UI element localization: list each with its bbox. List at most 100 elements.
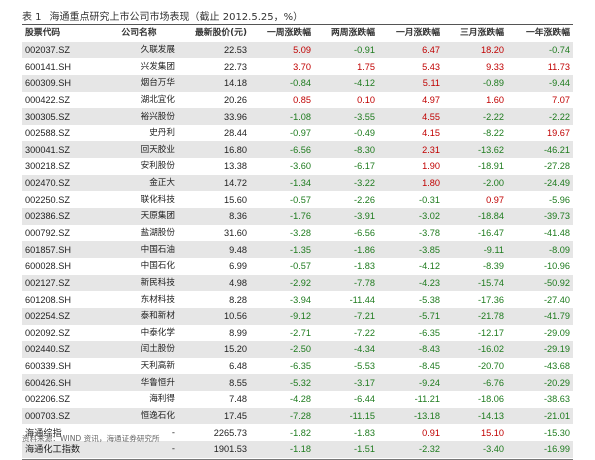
cell-three-month-change: 1.60 [443, 91, 507, 109]
cell-three-month-change: 18.20 [443, 41, 507, 59]
cell-year-change: -50.92 [507, 274, 573, 292]
cell-year-change: 11.73 [507, 58, 573, 75]
cell-year-change: -15.30 [507, 424, 573, 442]
cell-week-change: -3.28 [250, 224, 314, 242]
cell-two-week-change: -7.22 [314, 324, 378, 342]
cell-company-name: 烟台万华 [100, 74, 178, 92]
cell-stock-code: 002470.SZ [22, 174, 100, 192]
cell-month-change: -8.43 [378, 341, 443, 358]
cell-two-week-change: -3.55 [314, 108, 378, 125]
cell-stock-code: 600028.SH [22, 257, 100, 275]
cell-latest-price: 6.48 [178, 357, 250, 375]
cell-stock-code: 002127.SZ [22, 274, 100, 292]
cell-three-month-change: -18.84 [443, 208, 507, 225]
table-row: 002206.SZ 海利得 7.48 -4.28 -6.44 -11.21 -18.06 -3… [22, 391, 573, 408]
cell-week-change: -0.57 [250, 257, 314, 275]
cell-company-name: 兴发集团 [100, 58, 178, 75]
cell-stock-code: 000703.SZ [22, 407, 100, 425]
cell-stock-code: 002588.SZ [22, 124, 100, 142]
cell-two-week-change: -3.17 [314, 374, 378, 392]
cell-year-change: -5.96 [507, 191, 573, 209]
cell-latest-price: 8.99 [178, 324, 250, 342]
header-row: 股票代码 公司名称 最新股价(元) 一周涨跌幅 两周涨跌幅 一月涨跌幅 三月涨跌… [22, 25, 573, 42]
cell-week-change: -9.12 [250, 307, 314, 325]
cell-two-week-change: 0.10 [314, 91, 378, 109]
cell-three-month-change: 9.33 [443, 58, 507, 75]
cell-company-name: 联化科技 [100, 191, 178, 209]
cell-year-change: -27.28 [507, 158, 573, 175]
cell-company-name: 安利股份 [100, 158, 178, 175]
cell-year-change: -24.49 [507, 174, 573, 192]
cell-three-month-change: -18.91 [443, 158, 507, 175]
cell-latest-price: 8.55 [178, 374, 250, 392]
cell-three-month-change: -17.36 [443, 291, 507, 308]
cell-stock-code: 601857.SH [22, 241, 100, 258]
cell-three-month-change: 15.10 [443, 424, 507, 442]
table-row: 002386.SZ 天原集团 8.36 -1.76 -3.91 -3.02 -18.84 -3… [22, 208, 573, 225]
cell-latest-price: 2265.73 [178, 424, 250, 442]
cell-week-change: -2.50 [250, 341, 314, 358]
cell-three-month-change: -14.13 [443, 407, 507, 425]
cell-month-change: -5.71 [378, 307, 443, 325]
cell-year-change: -21.01 [507, 407, 573, 425]
cell-two-week-change: -1.86 [314, 241, 378, 258]
cell-company-name: 海利得 [100, 391, 178, 408]
cell-week-change: 5.09 [250, 41, 314, 59]
cell-stock-code: 300041.SZ [22, 141, 100, 159]
source-note: 资料来源：WIND 资讯，海通证券研究所 [22, 434, 160, 443]
table-row: 002588.SZ 史丹利 28.44 -0.97 -0.49 4.15 -8.22 19.6… [22, 124, 573, 142]
cell-month-change: 1.90 [378, 158, 443, 175]
cell-two-week-change: -6.17 [314, 158, 378, 175]
cell-company-name: 裕兴股份 [100, 108, 178, 125]
cell-two-week-change: -2.26 [314, 191, 378, 209]
cell-week-change: -1.18 [250, 441, 314, 458]
table-row: 601857.SH 中国石油 9.48 -1.35 -1.86 -3.85 -9.11 -8.… [22, 241, 573, 258]
table-row: 600141.SH 兴发集团 22.73 3.70 1.75 5.43 9.33 11.73 [22, 58, 573, 75]
cell-stock-code: 002386.SZ [22, 208, 100, 225]
cell-month-change: 5.43 [378, 58, 443, 75]
table-row: 002037.SZ 久联发展 22.53 5.09 -0.91 6.47 18.20 -0.7… [22, 41, 573, 59]
cell-company-name: 华鲁恒升 [100, 374, 178, 392]
cell-latest-price: 33.96 [178, 108, 250, 125]
cell-three-month-change: -9.11 [443, 241, 507, 258]
header-month-change: 一月涨跌幅 [378, 25, 443, 42]
cell-two-week-change: -0.49 [314, 124, 378, 142]
cell-week-change: -1.76 [250, 208, 314, 225]
cell-stock-code: 300305.SZ [22, 108, 100, 125]
cell-week-change: -1.82 [250, 424, 314, 442]
cell-company-name: 中国石化 [100, 257, 178, 275]
cell-latest-price: 20.26 [178, 91, 250, 109]
cell-month-change: 4.55 [378, 108, 443, 125]
header-three-month-change: 三月涨跌幅 [443, 25, 507, 42]
cell-year-change: -39.73 [507, 208, 573, 225]
cell-company-name: 天利高新 [100, 357, 178, 375]
cell-three-month-change: -0.89 [443, 74, 507, 92]
cell-company-name: - [100, 441, 178, 458]
cell-three-month-change: -3.40 [443, 441, 507, 458]
table-title: 表 1 海通重点研究上市公司市场表现（截止 2012.5.25，%） [22, 8, 303, 23]
market-performance-table: 股票代码 公司名称 最新股价(元) 一周涨跌幅 两周涨跌幅 一月涨跌幅 三月涨跌… [22, 25, 573, 458]
cell-latest-price: 17.45 [178, 407, 250, 425]
cell-month-change: 4.97 [378, 91, 443, 109]
cell-stock-code: 000422.SZ [22, 91, 100, 109]
table-row: 600339.SH 天利高新 6.48 -6.35 -5.53 -8.45 -20.70 -4… [22, 357, 573, 375]
cell-month-change: 2.31 [378, 141, 443, 159]
cell-year-change: -41.79 [507, 307, 573, 325]
cell-stock-code: 601208.SH [22, 291, 100, 308]
header-two-week-change: 两周涨跌幅 [314, 25, 378, 42]
table-row: 000792.SZ 盐湖股份 31.60 -3.28 -6.56 -3.78 -16.47-… [22, 224, 573, 242]
cell-year-change: -20.29 [507, 374, 573, 392]
cell-company-name: 久联发展 [100, 41, 178, 59]
cell-month-change: -5.38 [378, 291, 443, 308]
cell-two-week-change: -4.34 [314, 341, 378, 358]
cell-latest-price: 16.80 [178, 141, 250, 159]
cell-week-change: 0.85 [250, 91, 314, 109]
cell-year-change: -46.21 [507, 141, 573, 159]
cell-month-change: -9.24 [378, 374, 443, 392]
cell-stock-code: 300218.SZ [22, 158, 100, 175]
cell-month-change: 0.91 [378, 424, 443, 442]
cell-stock-code: 002254.SZ [22, 307, 100, 325]
cell-two-week-change: -5.53 [314, 357, 378, 375]
cell-latest-price: 6.99 [178, 257, 250, 275]
table-row: 600426.SH 华鲁恒升 8.55 -5.32 -3.17 -9.24 -6.76 -20… [22, 374, 573, 392]
